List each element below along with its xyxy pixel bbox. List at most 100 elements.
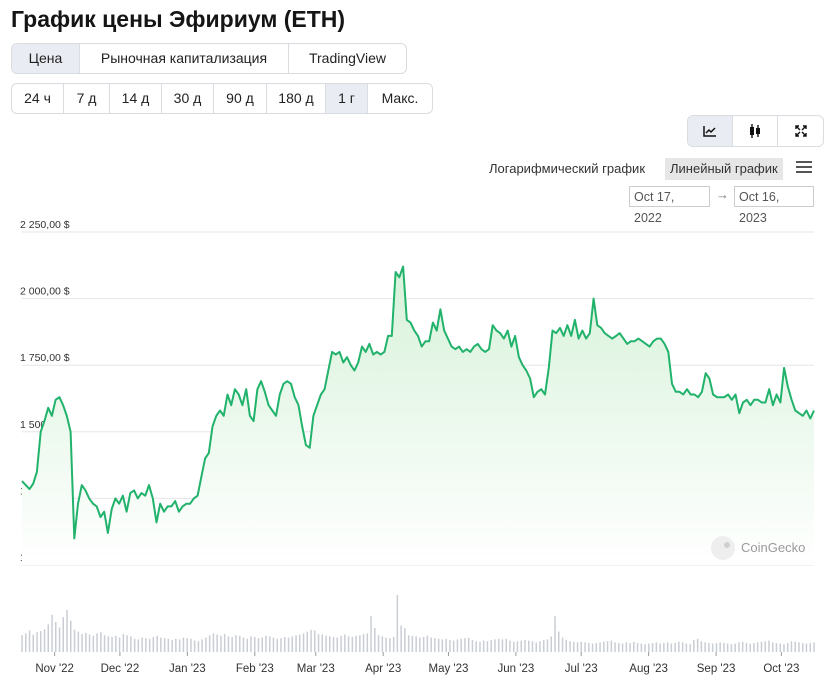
volume-bar bbox=[651, 643, 654, 652]
volume-bar bbox=[475, 641, 477, 652]
log-scale-option[interactable]: Логарифмический график bbox=[489, 161, 646, 176]
volume-bar bbox=[40, 631, 42, 652]
volume-bar bbox=[708, 643, 710, 652]
volume-bar bbox=[452, 640, 455, 652]
volume-bar bbox=[47, 624, 49, 652]
fullscreen-button[interactable] bbox=[778, 116, 823, 146]
x-tick-label: Jun '23 bbox=[498, 663, 535, 675]
volume-bar bbox=[813, 642, 815, 652]
menu-icon[interactable] bbox=[795, 160, 813, 174]
volume-bar bbox=[565, 640, 567, 652]
volume-bar bbox=[407, 635, 410, 652]
range-max-button[interactable]: Макс. bbox=[381, 90, 419, 106]
volume-bar bbox=[426, 635, 429, 652]
volume-bar bbox=[768, 640, 770, 652]
linear-scale-option[interactable]: Линейный график bbox=[665, 158, 783, 180]
volume-bar bbox=[441, 639, 444, 652]
volume-bar bbox=[422, 637, 425, 652]
volume-bar bbox=[794, 641, 796, 652]
volume-bar bbox=[546, 639, 549, 652]
volume-bar bbox=[152, 637, 155, 652]
volume-bar bbox=[790, 641, 793, 652]
volume-bar bbox=[96, 633, 98, 652]
volume-bar bbox=[190, 638, 192, 652]
volume-bar bbox=[103, 635, 106, 652]
price-area bbox=[22, 266, 814, 565]
volume-bar bbox=[310, 629, 312, 652]
volume-bar bbox=[591, 643, 594, 652]
x-tick-label: Apr '23 bbox=[365, 663, 401, 675]
volume-bar bbox=[719, 642, 721, 652]
volume-bar bbox=[693, 640, 695, 652]
x-tick-label: Mar '23 bbox=[297, 663, 335, 675]
range-7d-button[interactable]: 7 д bbox=[64, 84, 110, 113]
tab-price[interactable]: Цена bbox=[12, 44, 80, 73]
volume-bar bbox=[528, 640, 530, 652]
volume-bar bbox=[745, 643, 748, 652]
volume-bar bbox=[700, 641, 703, 652]
volume-bar bbox=[32, 634, 34, 652]
y-tick-label: 1 750,00 $ bbox=[20, 352, 70, 364]
volume-bar bbox=[640, 643, 643, 652]
volume-bar bbox=[178, 639, 181, 652]
volume-bar bbox=[494, 639, 496, 652]
range-1y-button[interactable]: 1 г bbox=[326, 84, 368, 113]
volume-bar bbox=[385, 637, 387, 652]
tab-tradingview[interactable]: TradingView bbox=[308, 50, 387, 66]
volume-bar bbox=[250, 636, 252, 652]
range-30d-button[interactable]: 30 д bbox=[162, 84, 214, 113]
volume-bar bbox=[171, 640, 173, 652]
volume-bar bbox=[723, 643, 725, 652]
x-tick-label: Feb '23 bbox=[236, 663, 274, 675]
volume-bar bbox=[513, 641, 515, 652]
range-180d-button[interactable]: 180 д bbox=[267, 84, 326, 113]
volume-bar bbox=[730, 644, 733, 652]
volume-bar bbox=[92, 635, 95, 652]
x-axis-labels: Nov '22 Dec '22 Jan '23 Feb '23 Mar '23 Apr '… bbox=[35, 652, 799, 675]
volume-bar bbox=[133, 638, 136, 652]
volume-bar bbox=[212, 633, 215, 652]
volume-bar bbox=[606, 641, 609, 652]
volume-bar bbox=[663, 643, 665, 652]
volume-bar bbox=[355, 635, 357, 652]
line-chart-icon bbox=[703, 126, 716, 137]
volume-bar bbox=[775, 643, 778, 652]
volume-bar bbox=[36, 632, 38, 652]
line-chart-button[interactable] bbox=[688, 116, 733, 146]
volume-bar bbox=[126, 635, 128, 652]
price-chart[interactable]: 1 000,00 $1 250,00 $1 500,00 $1 750,00 $… bbox=[0, 215, 836, 684]
volume-bar bbox=[715, 643, 718, 652]
volume-bar bbox=[809, 643, 811, 652]
volume-bar bbox=[756, 642, 759, 652]
volume-bar bbox=[685, 643, 688, 652]
tab-market-cap[interactable]: Рыночная капитализация bbox=[80, 44, 289, 73]
volume-bar bbox=[280, 638, 282, 652]
volume-bar bbox=[618, 643, 620, 652]
volume-bar bbox=[302, 633, 305, 652]
volume-bar bbox=[344, 634, 346, 652]
range-24h-button[interactable]: 24 ч bbox=[12, 84, 64, 113]
volume-bar bbox=[111, 637, 113, 652]
candlestick-button[interactable] bbox=[733, 116, 778, 146]
volume-bar bbox=[415, 636, 417, 652]
volume-bar bbox=[516, 641, 519, 652]
volume-bar bbox=[535, 642, 537, 652]
volume-bar bbox=[704, 642, 706, 652]
volume-bar bbox=[70, 620, 72, 652]
coingecko-watermark: CoinGecko bbox=[711, 536, 805, 560]
volume-bar bbox=[163, 638, 166, 652]
volume-bar bbox=[182, 637, 185, 652]
range-14d-button[interactable]: 14 д bbox=[110, 84, 162, 113]
volume-bar bbox=[377, 635, 380, 652]
volume-bar bbox=[186, 638, 188, 652]
coingecko-logo-icon bbox=[711, 536, 735, 560]
volume-bar bbox=[254, 637, 256, 652]
range-90d-button[interactable]: 90 д bbox=[214, 84, 267, 113]
volume-bar bbox=[193, 640, 196, 652]
volume-bar bbox=[374, 628, 376, 652]
date-to-input[interactable]: Oct 16, 2023 bbox=[734, 186, 814, 225]
date-from-input[interactable]: Oct 17, 2022 bbox=[629, 186, 710, 225]
volume-bar bbox=[43, 629, 46, 652]
volume-bar bbox=[543, 640, 545, 652]
volume-bar bbox=[336, 637, 338, 652]
